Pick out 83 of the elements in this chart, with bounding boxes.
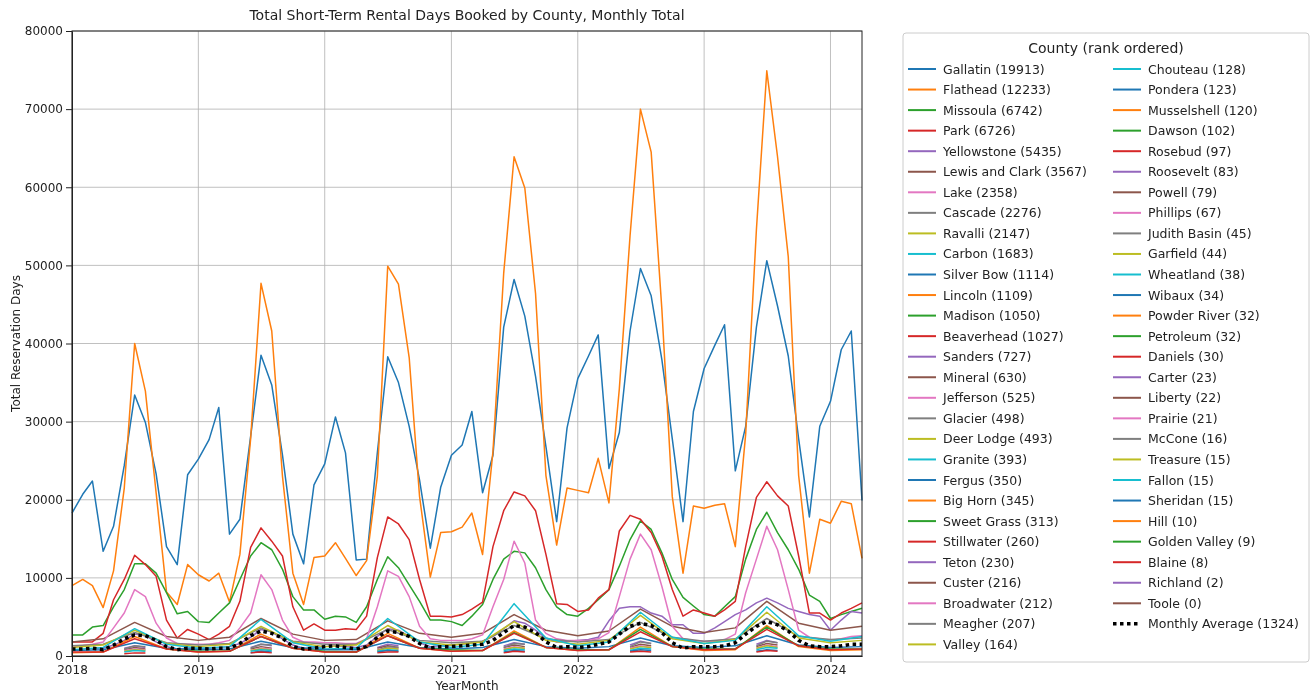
- legend-label: Monthly Average (1324): [1148, 616, 1299, 632]
- x-tick-label: 2023: [689, 662, 720, 677]
- y-tick-label: 50000: [24, 258, 63, 273]
- legend-label: Judith Basin (45): [1147, 225, 1252, 241]
- x-tick-label: 2020: [309, 662, 341, 677]
- legend-label: Park (6726): [943, 123, 1016, 139]
- legend-label: Sanders (727): [943, 349, 1032, 365]
- legend-label: Richland (2): [1148, 575, 1224, 591]
- legend-label: Custer (216): [943, 575, 1022, 591]
- legend-label: Glacier (498): [943, 410, 1025, 426]
- legend-label: Chouteau (128): [1148, 61, 1246, 77]
- y-tick-label: 30000: [24, 414, 63, 429]
- y-tick-label: 20000: [24, 493, 63, 508]
- legend-label: Sheridan (15): [1148, 493, 1234, 509]
- legend-label: McCone (16): [1148, 431, 1228, 447]
- legend-label: Missoula (6742): [943, 102, 1043, 118]
- line-series: [71, 600, 863, 643]
- legend-label: Yellowstone (5435): [942, 143, 1062, 159]
- legend-label: Pondera (123): [1148, 82, 1237, 98]
- legend-label: Ravalli (2147): [943, 225, 1031, 241]
- y-tick-label: 70000: [24, 102, 63, 117]
- legend-label: Rosebud (97): [1148, 143, 1232, 159]
- legend-label: Teton (230): [942, 554, 1015, 570]
- y-tick-label: 60000: [24, 180, 63, 195]
- x-tick-label: 2018: [57, 662, 88, 677]
- y-tick-label: 0: [55, 649, 63, 664]
- legend-label: Madison (1050): [943, 308, 1041, 324]
- legend-label: Powder River (32): [1148, 308, 1260, 324]
- x-tick-label: 2019: [183, 662, 215, 677]
- legend-title: County (rank ordered): [1028, 40, 1184, 56]
- legend-label: Petroleum (32): [1148, 328, 1242, 344]
- legend-label: Toole (0): [1147, 595, 1202, 611]
- legend-label: Sweet Grass (313): [943, 513, 1059, 529]
- legend-label: Cascade (2276): [943, 205, 1042, 221]
- legend-label: Dawson (102): [1148, 123, 1236, 139]
- legend-label: Valley (164): [943, 636, 1018, 652]
- legend-label: Phillips (67): [1148, 205, 1222, 221]
- x-tick-label: 2024: [815, 662, 847, 677]
- legend-label: Treasure (15): [1147, 451, 1231, 467]
- legend-label: Hill (10): [1148, 513, 1198, 529]
- legend-label: Powell (79): [1148, 184, 1218, 200]
- x-tick-label: 2021: [436, 662, 468, 677]
- line-series: [71, 511, 863, 636]
- legend-label: Wibaux (34): [1148, 287, 1225, 303]
- legend-label: Mineral (630): [943, 369, 1027, 385]
- legend-label: Gallatin (19913): [943, 61, 1045, 77]
- legend-label: Fergus (350): [943, 472, 1023, 488]
- legend-label: Deer Lodge (493): [943, 431, 1053, 447]
- legend-label: Fallon (15): [1148, 472, 1214, 488]
- x-tick-label: 2022: [563, 662, 594, 677]
- legend-label: Lake (2358): [943, 184, 1018, 200]
- legend-label: Beaverhead (1027): [943, 328, 1064, 344]
- legend-label: Wheatland (38): [1148, 267, 1246, 282]
- line-series: [71, 70, 863, 609]
- legend-label: Meagher (207): [943, 616, 1036, 632]
- legend-label: Lewis and Clark (3567): [943, 164, 1087, 180]
- legend-label: Blaine (8): [1148, 554, 1209, 570]
- legend-label: Flathead (12233): [943, 82, 1051, 98]
- legend-label: Stillwater (260): [943, 534, 1040, 550]
- legend-label: Roosevelt (83): [1148, 164, 1239, 180]
- x-axis-title: YearMonth: [434, 679, 499, 693]
- legend-label: Carbon (1683): [943, 246, 1034, 262]
- chart-title: Total Short-Term Rental Days Booked by County, Monthly Total: [248, 7, 685, 23]
- y-tick-label: 10000: [24, 571, 63, 586]
- line-series: [71, 481, 863, 643]
- line-series: [71, 611, 863, 649]
- legend-label: Silver Bow (1114): [943, 267, 1055, 282]
- legend-label: Jefferson (525): [942, 390, 1036, 406]
- legend-label: Carter (23): [1148, 369, 1217, 385]
- legend-label: Big Horn (345): [943, 493, 1035, 509]
- legend-label: Garfield (44): [1148, 246, 1228, 262]
- legend-label: Musselshell (120): [1148, 102, 1258, 118]
- legend-label: Granite (393): [943, 451, 1028, 467]
- legend-label: Broadwater (212): [943, 595, 1053, 611]
- legend-label: Lincoln (1109): [943, 287, 1033, 303]
- line-series: [71, 259, 863, 566]
- y-tick-label: 80000: [24, 24, 63, 39]
- legend-label: Daniels (30): [1148, 349, 1224, 365]
- y-axis-title: Total Reservation Days: [9, 275, 23, 413]
- legend-label: Golden Valley (9): [1148, 534, 1256, 550]
- legend-label: Prairie (21): [1148, 410, 1218, 426]
- y-tick-label: 40000: [24, 336, 63, 351]
- legend-label: Liberty (22): [1148, 390, 1222, 406]
